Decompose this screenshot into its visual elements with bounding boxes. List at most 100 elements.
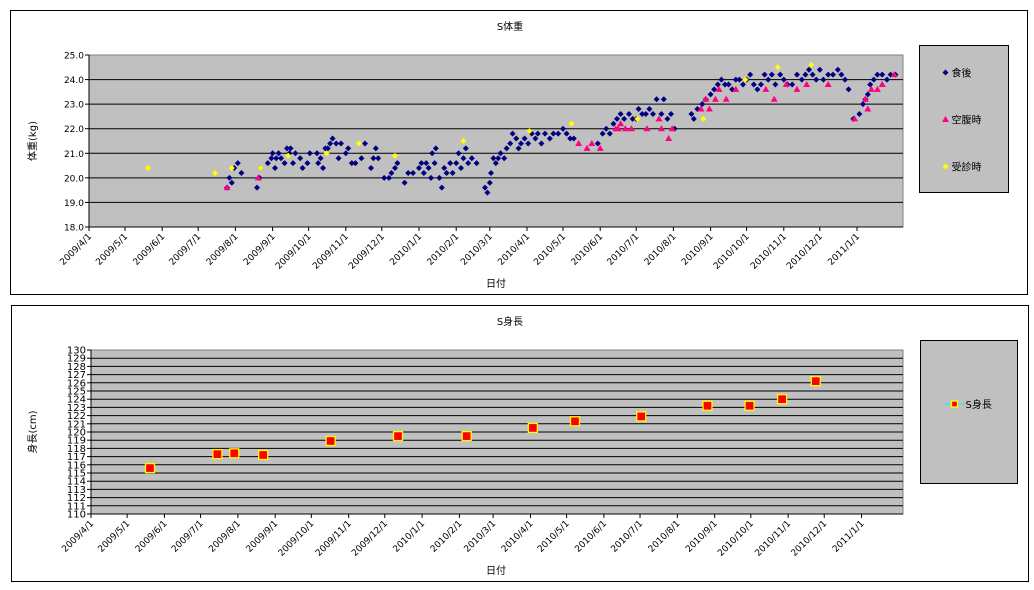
height-legend-marker (950, 400, 959, 408)
height-y-tick-label: 124 (67, 395, 86, 406)
weight-data-point (626, 110, 632, 117)
weight-data-point (401, 179, 408, 186)
weight-data-point (655, 115, 663, 122)
weight-data-point (299, 165, 306, 172)
height-y-tick-label: 111 (67, 501, 86, 512)
weight-y-tick-label: 18.0 (64, 224, 84, 234)
weight-data-point (525, 140, 532, 147)
weight-data-point (740, 81, 746, 88)
weight-data-point (304, 160, 311, 167)
weight-data-point (777, 71, 784, 78)
weight-data-point (732, 85, 740, 92)
height-data-point (212, 448, 223, 460)
weight-data-point (610, 120, 617, 127)
weight-data-point (335, 155, 342, 162)
weight-data-point (352, 160, 359, 167)
height-y-tick-label: 127 (67, 370, 86, 381)
height-y-tick-label: 118 (67, 444, 86, 455)
weight-data-point (425, 165, 432, 172)
weight-data-point (495, 155, 502, 162)
weight-data-point (226, 174, 233, 181)
weight-data-point (650, 110, 656, 117)
weight-data-point (532, 135, 539, 142)
weight-data-point (750, 81, 757, 88)
weight-data-point (688, 110, 695, 117)
weight-data-point (780, 76, 787, 83)
height-data-point (461, 430, 472, 442)
weight-data-point (503, 145, 510, 152)
weight-data-point (634, 115, 641, 122)
weight-data-point (264, 160, 271, 167)
weight-data-point (438, 184, 445, 191)
weight-data-point (697, 105, 705, 112)
weight-data-point (285, 152, 292, 159)
weight-data-point (765, 76, 772, 83)
height-data-point (810, 376, 821, 387)
weight-y-tick-label: 23.0 (64, 101, 84, 111)
height-y-tick-label: 116 (67, 460, 86, 471)
weight-data-point (269, 150, 276, 157)
weight-data-point (732, 76, 739, 83)
height-data-point (325, 435, 336, 447)
weight-data-point (518, 140, 524, 147)
weight-data-point (809, 71, 816, 78)
weight-y-tick-label: 24.0 (64, 76, 84, 86)
height-y-tick-label: 123 (67, 403, 86, 414)
weight-data-point (621, 115, 628, 122)
weight-chart-title: S体重 (497, 20, 523, 33)
height-y-tick-label: 113 (67, 485, 86, 496)
weight-data-point (234, 160, 241, 167)
weight-data-point (329, 135, 336, 142)
weight-legend-label: 受診時 (952, 161, 982, 174)
weight-data-point (455, 150, 462, 157)
height-data-point (702, 400, 713, 411)
weight-data-point (381, 174, 388, 181)
weight-data-point (429, 150, 436, 157)
weight-y-axis-title: 体重(kg) (26, 121, 39, 161)
weight-data-point (546, 135, 553, 142)
height-data-point (636, 411, 647, 422)
weight-data-point (808, 61, 815, 68)
weight-data-point (690, 115, 697, 122)
weight-data-point (583, 144, 591, 151)
weight-data-point (550, 130, 557, 137)
height-data-point (392, 430, 404, 442)
weight-data-point (878, 80, 886, 87)
weight-data-point (603, 125, 610, 132)
weight-data-point (762, 85, 770, 92)
weight-data-point (563, 130, 570, 137)
weight-data-point (845, 86, 852, 93)
weight-data-point (362, 140, 368, 147)
weight-data-point (575, 139, 583, 146)
weight-data-point (416, 165, 422, 172)
weight-data-point (722, 81, 728, 88)
weight-data-point (538, 140, 545, 147)
weight-data-point (635, 106, 642, 113)
weight-data-point (639, 110, 646, 117)
weight-data-point (803, 80, 811, 87)
weight-data-point (860, 101, 866, 108)
weight-data-point (820, 76, 827, 83)
weight-legend-marker (942, 69, 949, 76)
weight-data-point (453, 160, 460, 167)
weight-data-point (462, 145, 469, 152)
weight-data-point (642, 110, 649, 117)
weight-data-point (345, 145, 352, 152)
weight-data-point (228, 165, 235, 172)
weight-data-point (431, 160, 438, 167)
weight-data-point (664, 115, 671, 122)
weight-data-point (851, 115, 859, 122)
weight-data-point (513, 135, 520, 142)
height-x-axis-title: 日付 (486, 564, 506, 577)
weight-data-point (542, 130, 548, 137)
weight-data-point (879, 71, 886, 78)
weight-data-point (254, 184, 260, 191)
weight-data-point (742, 76, 749, 83)
weight-data-point (372, 145, 379, 152)
weight-data-point (861, 95, 869, 102)
height-data-point (258, 449, 269, 461)
height-y-tick-label: 128 (67, 362, 86, 373)
weight-data-point (515, 145, 522, 152)
weight-y-tick-label: 25.0 (64, 52, 84, 62)
weight-data-point (223, 184, 231, 191)
